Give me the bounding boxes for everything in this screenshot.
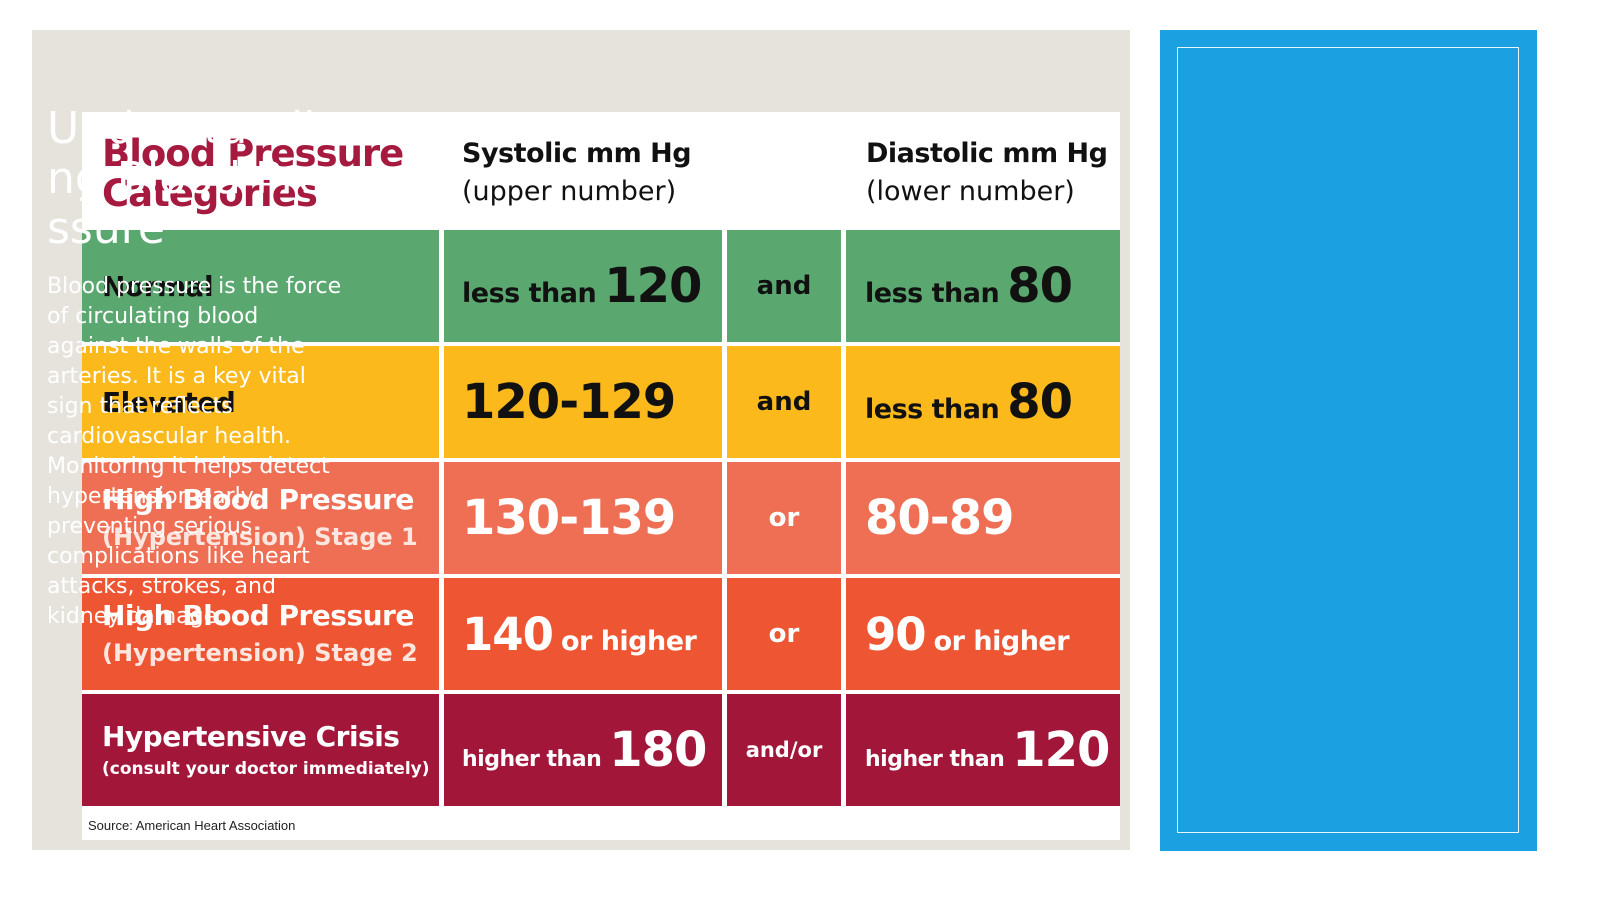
systolic-value: higher than 180 (462, 722, 707, 778)
systolic-number: 120 (604, 258, 702, 314)
chart-header-row: Blood Pressure Categories Systolic mm Hg… (82, 112, 1120, 230)
systolic-number: 140 (462, 607, 554, 661)
systolic-value: 120-129 (462, 374, 676, 430)
systolic-header-sub: (upper number) (462, 176, 677, 207)
category-label: High Blood Pressure (Hypertension) Stage… (102, 481, 418, 555)
row-normal: Normal less than 120 and less than 80 (82, 230, 1120, 342)
sidebar-title: Understanding Blood Pressure (47, 103, 325, 254)
systolic-cell: less than 120 (444, 230, 722, 342)
source-citation: Source: American Heart Association (88, 818, 296, 833)
diastolic-header-label: Diastolic mm Hg (866, 138, 1108, 169)
diastolic-value: less than 80 (865, 374, 1073, 430)
conjunction-label: or (768, 503, 800, 533)
systolic-header-label: Systolic mm Hg (462, 138, 692, 169)
diastolic-header: Diastolic mm Hg (lower number) (866, 136, 1108, 212)
systolic-prefix: less than (462, 278, 597, 309)
sidebar-panel (1160, 30, 1537, 851)
diastolic-cell: less than 80 (846, 346, 1120, 458)
row-hypertension-stage2: High Blood Pressure (Hypertension) Stage… (82, 578, 1120, 690)
conjunction-label: and (756, 271, 812, 301)
category-cell: Hypertensive Crisis (consult your doctor… (82, 694, 439, 806)
diastolic-suffix: or higher (933, 625, 1070, 657)
systolic-cell: 130-139 (444, 462, 722, 574)
category-cell: High Blood Pressure (Hypertension) Stage… (82, 462, 439, 574)
systolic-value: less than 120 (462, 258, 702, 314)
diastolic-number: 120 (1012, 722, 1110, 778)
category-cell: High Blood Pressure (Hypertension) Stage… (82, 578, 439, 690)
chart-title: Blood Pressure Categories (102, 134, 422, 214)
conjunction-label: or (768, 619, 800, 649)
row-elevated: Elevated 120-129 and less than 80 (82, 346, 1120, 458)
diastolic-value: less than 80 (865, 258, 1073, 314)
blood-pressure-chart: Blood Pressure Categories Systolic mm Hg… (82, 112, 1120, 840)
category-label-line2: (Hypertension) Stage 2 (102, 639, 418, 667)
systolic-value: 140 or higher (462, 607, 697, 661)
systolic-header: Systolic mm Hg (upper number) (462, 136, 692, 212)
diastolic-header-sub: (lower number) (866, 176, 1075, 207)
chart-title-line1: Blood Pressure (102, 132, 404, 175)
conjunction-label: and/or (745, 738, 823, 762)
category-label-line2: (Hypertension) Stage 1 (102, 523, 418, 551)
category-cell: Elevated (82, 346, 439, 458)
category-label-line2: (consult your doctor immediately) (102, 759, 430, 779)
category-label-line1: High Blood Pressure (102, 599, 414, 632)
conjunction-cell: or (727, 462, 841, 574)
chart-title-line2: Categories (102, 172, 318, 215)
row-hypertension-stage1: High Blood Pressure (Hypertension) Stage… (82, 462, 1120, 574)
diastolic-cell: less than 80 (846, 230, 1120, 342)
category-label: Hypertensive Crisis (consult your doctor… (102, 718, 430, 782)
diastolic-number: 80-89 (865, 490, 1015, 546)
category-cell: Normal (82, 230, 439, 342)
conjunction-cell: and/or (727, 694, 841, 806)
diastolic-cell: higher than 120 (846, 694, 1120, 806)
systolic-number: 120-129 (462, 374, 676, 430)
sidebar-body: Blood pressure is the force of circulati… (47, 274, 342, 629)
sidebar-frame (1177, 47, 1519, 833)
conjunction-cell: and (727, 346, 841, 458)
systolic-value: 130-139 (462, 490, 676, 546)
category-label: Normal (102, 269, 214, 303)
diastolic-value: 80-89 (865, 490, 1015, 546)
diastolic-value: 90 or higher (865, 607, 1070, 661)
conjunction-cell: or (727, 578, 841, 690)
systolic-prefix: higher than (462, 747, 602, 772)
diastolic-prefix: higher than (865, 747, 1005, 772)
systolic-cell: 120-129 (444, 346, 722, 458)
row-hypertensive-crisis: Hypertensive Crisis (consult your doctor… (82, 694, 1120, 806)
category-label: High Blood Pressure (Hypertension) Stage… (102, 597, 418, 671)
diastolic-value: higher than 120 (865, 722, 1110, 778)
systolic-cell: higher than 180 (444, 694, 722, 806)
systolic-number: 180 (609, 722, 707, 778)
systolic-suffix: or higher (560, 625, 697, 657)
diastolic-prefix: less than (865, 394, 1000, 425)
diastolic-cell: 90 or higher (846, 578, 1120, 690)
category-label-line1: Hypertensive Crisis (102, 720, 400, 753)
diastolic-number: 80 (1007, 374, 1073, 430)
diastolic-number: 80 (1007, 258, 1073, 314)
diastolic-prefix: less than (865, 278, 1000, 309)
conjunction-label: and (756, 387, 812, 417)
category-label: Elevated (102, 385, 236, 419)
category-label-line1: High Blood Pressure (102, 483, 414, 516)
systolic-number: 130-139 (462, 490, 676, 546)
conjunction-cell: and (727, 230, 841, 342)
diastolic-cell: 80-89 (846, 462, 1120, 574)
diastolic-number: 90 (865, 607, 927, 661)
systolic-cell: 140 or higher (444, 578, 722, 690)
